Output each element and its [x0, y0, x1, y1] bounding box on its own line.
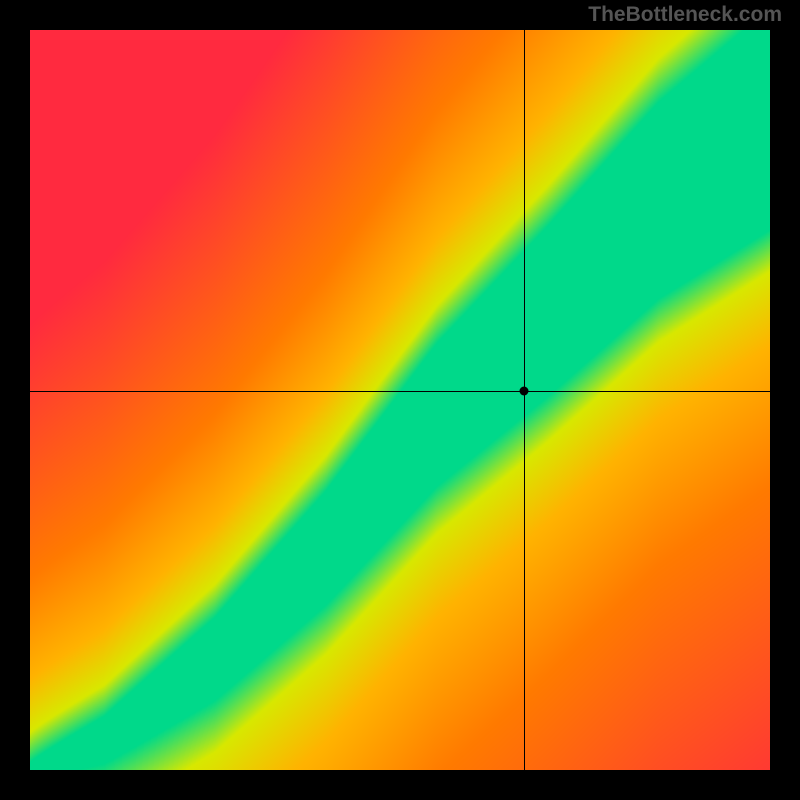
- chart-container: TheBottleneck.com: [0, 0, 800, 800]
- heatmap-area: [30, 30, 770, 770]
- marker-dot: [520, 387, 529, 396]
- crosshair-horizontal: [30, 391, 770, 392]
- crosshair-vertical: [524, 30, 525, 770]
- heatmap-canvas: [30, 30, 770, 770]
- watermark-text: TheBottleneck.com: [588, 3, 782, 27]
